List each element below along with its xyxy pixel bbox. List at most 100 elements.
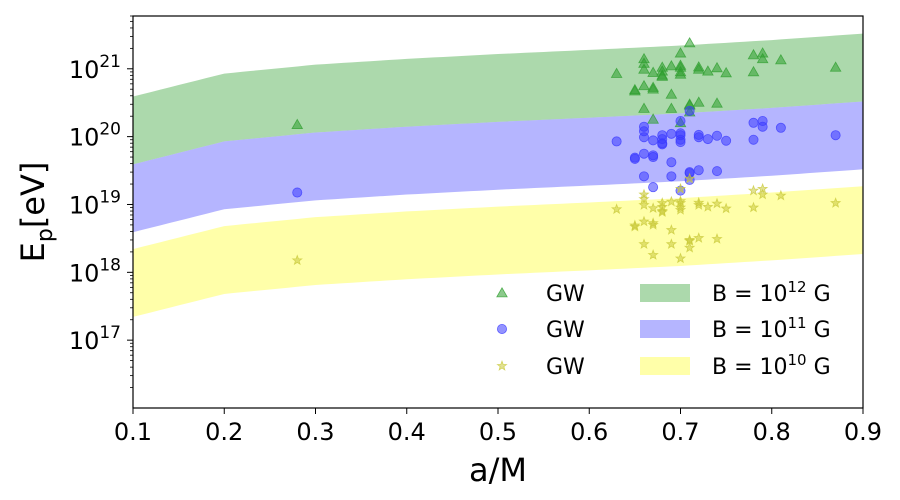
circle-point xyxy=(675,128,686,139)
star-point xyxy=(756,188,769,200)
circle-point xyxy=(757,121,768,132)
circle-point xyxy=(702,134,713,145)
x-tick-label: 0.9 xyxy=(844,418,882,446)
triangle-point xyxy=(692,61,705,72)
triangle-point xyxy=(774,53,787,65)
triangle-point xyxy=(647,83,660,94)
y-tick-label: 1019 xyxy=(69,187,121,219)
legend-band-label: B = 1011 G xyxy=(712,314,831,343)
star-point xyxy=(674,204,687,215)
circle-point xyxy=(675,137,686,148)
x-tick-label: 0.8 xyxy=(753,418,791,446)
triangle-point xyxy=(756,52,769,64)
triangle-point xyxy=(665,59,678,71)
legend-band-swatch xyxy=(640,284,690,302)
star-point xyxy=(647,202,659,214)
circle-point xyxy=(639,132,650,143)
triangle-point xyxy=(647,113,660,124)
legend-band-unit: G xyxy=(807,282,831,307)
y-tick-base: 10 xyxy=(69,56,100,84)
legend-band-swatch xyxy=(640,320,690,338)
legend-circle-marker xyxy=(496,323,507,334)
star-point xyxy=(665,224,678,235)
y-tick-base: 10 xyxy=(69,124,100,152)
triangle-point xyxy=(674,59,687,70)
triangle-point xyxy=(656,69,669,80)
star-point xyxy=(656,205,668,216)
y-axis-label-unit: [eV] xyxy=(14,162,52,229)
star-point xyxy=(638,238,650,249)
y-tick-base: 10 xyxy=(69,191,100,219)
legend-series-label: GW xyxy=(546,355,585,380)
circle-point xyxy=(775,122,786,133)
y-tick-base: 10 xyxy=(69,327,100,355)
circle-point xyxy=(748,117,759,128)
circle-point xyxy=(648,182,659,193)
triangle-point xyxy=(711,61,723,73)
y-tick-label: 1018 xyxy=(69,255,121,287)
circle-point xyxy=(648,135,659,146)
star-point xyxy=(665,238,678,249)
star-point xyxy=(638,215,650,227)
legend-band-exp: 10 xyxy=(788,351,807,369)
triangle-point xyxy=(674,47,687,58)
legend-band-unit: G xyxy=(807,355,831,380)
legend-band-unit: G xyxy=(807,318,831,343)
y-tick-base: 10 xyxy=(69,259,100,287)
star-point xyxy=(638,199,650,210)
y-tick-exp: 21 xyxy=(99,52,121,72)
x-tick-label: 0.7 xyxy=(661,418,699,446)
x-tick-label: 0.4 xyxy=(388,418,426,446)
legend-band-label: B = 1012 G xyxy=(712,278,831,307)
circle-point xyxy=(666,171,677,182)
circle-point xyxy=(693,165,704,176)
x-tick-label: 0.6 xyxy=(570,418,608,446)
star-point xyxy=(711,197,723,209)
legend-star-marker xyxy=(496,360,508,371)
circle-point xyxy=(693,129,704,140)
triangle-point xyxy=(638,79,650,91)
band-10g xyxy=(133,186,863,317)
circle-point xyxy=(748,134,759,145)
triangle-point xyxy=(628,83,641,95)
x-tick-label: 0.5 xyxy=(479,418,517,446)
triangle-point xyxy=(829,61,842,72)
circle-point xyxy=(675,115,686,126)
circle-point xyxy=(611,136,622,147)
star-point xyxy=(610,203,623,215)
star-point xyxy=(711,233,723,244)
triangle-point xyxy=(692,96,705,107)
star-point xyxy=(775,189,787,201)
legend-band-base: B = 10 xyxy=(712,318,788,343)
y-tick-exp: 19 xyxy=(99,187,121,207)
y-tick-exp: 17 xyxy=(99,323,121,343)
star-point xyxy=(674,182,687,194)
star-point xyxy=(720,202,732,214)
star-point xyxy=(674,195,687,206)
x-tick-label: 0.1 xyxy=(114,418,152,446)
triangle-point xyxy=(665,102,678,113)
legend-triangle-marker xyxy=(496,286,508,298)
y-tick-label: 1020 xyxy=(69,120,121,152)
star-point xyxy=(747,201,760,213)
triangle-point xyxy=(701,65,714,76)
legend-band-base: B = 10 xyxy=(712,355,788,380)
legend-band-label: B = 1010 G xyxy=(712,351,831,380)
circle-point xyxy=(629,152,640,163)
x-tick-label: 0.3 xyxy=(296,418,334,446)
star-point xyxy=(674,252,687,264)
points-layer xyxy=(291,36,842,266)
legend-band-base: B = 10 xyxy=(712,282,788,307)
legend-band-exp: 12 xyxy=(788,278,807,296)
circle-point xyxy=(639,171,650,182)
y-axis-label-sub: p xyxy=(33,228,58,242)
legend-band-exp: 11 xyxy=(788,314,807,332)
triangle-point xyxy=(665,88,678,99)
triangle-point xyxy=(747,65,760,77)
legend-band-swatch xyxy=(640,357,690,375)
star-point xyxy=(647,218,659,230)
circle-point xyxy=(292,187,303,198)
triangle-point xyxy=(638,102,650,113)
